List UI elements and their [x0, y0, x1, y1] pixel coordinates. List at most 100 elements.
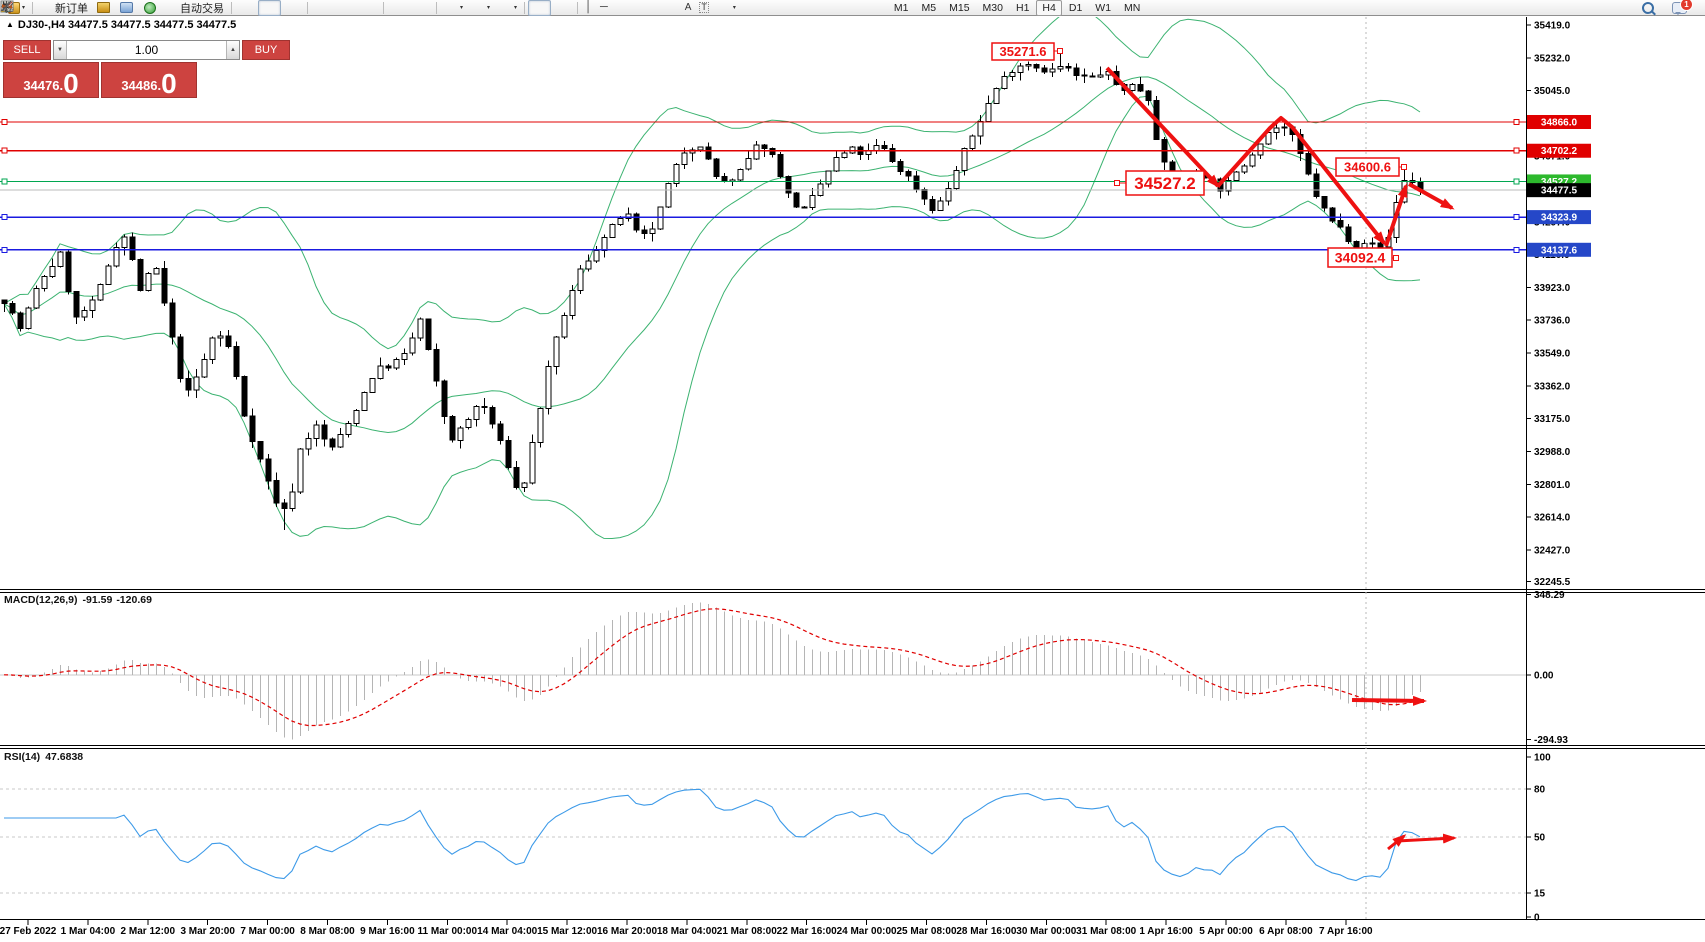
annotation-text: 34527.2 — [1134, 174, 1195, 193]
time-tick-label: 16 Mar 20:00 — [597, 926, 657, 937]
crosshair-tool-button[interactable] — [1, 0, 574, 16]
market-watch-icon[interactable] — [115, 0, 138, 16]
candlestick-chart-type-button[interactable] — [1, 0, 282, 16]
fibonacci-tool-button[interactable]: F — [1, 0, 681, 16]
trend-arrow[interactable] — [1384, 183, 1408, 247]
price-tick-label: 33923.0 — [1534, 283, 1571, 294]
price-tick-label: 32801.0 — [1534, 480, 1571, 491]
trend-arrow[interactable] — [1396, 833, 1457, 844]
symbol-info[interactable]: ▲ DJ30-,H4 34477.5 34477.5 34477.5 34477.… — [6, 19, 236, 31]
volume-increase-button[interactable]: ▲ — [226, 41, 239, 59]
price-annotation-34600.6[interactable]: 34600.6 — [1335, 157, 1407, 177]
candle — [625, 207, 632, 222]
price-tick-label: 35045.0 — [1534, 86, 1571, 97]
rsi-axis-label: 0 — [1534, 913, 1540, 924]
price-tick-label: 32427.0 — [1534, 545, 1571, 556]
candle — [1321, 195, 1328, 212]
trend-arrow[interactable] — [1408, 182, 1455, 210]
timeframe-button-m5[interactable]: M5 — [921, 1, 937, 14]
panel-separators[interactable] — [0, 589, 1705, 920]
candle — [425, 318, 432, 351]
vertical-line-tool-button[interactable]: │ — [585, 1, 592, 13]
time-tick-label: 22 Mar 16:00 — [777, 926, 837, 937]
buy-button[interactable]: BUY — [242, 40, 290, 60]
candle — [817, 179, 824, 197]
hline-34527.2[interactable] — [0, 178, 1526, 185]
candle — [1089, 72, 1096, 78]
bar-chart-type-button[interactable] — [1, 0, 258, 16]
time-tick-label: 3 Mar 20:00 — [180, 926, 235, 937]
timeframe-button-m15[interactable]: M15 — [949, 1, 970, 14]
candle — [553, 335, 560, 375]
macd-indicator — [0, 602, 1526, 740]
candle — [177, 334, 184, 383]
timeframe-button-m1[interactable]: M1 — [893, 1, 909, 14]
hline-34702.2[interactable] — [0, 147, 1526, 154]
line-chart-type-button[interactable] — [0, 0, 304, 16]
candle — [1009, 70, 1016, 81]
strategy-tester-icon[interactable] — [138, 0, 161, 16]
cursor-tool-button[interactable] — [3, 0, 552, 16]
new-order-button[interactable]: 新订单 — [0, 0, 92, 16]
candle — [49, 258, 56, 278]
hline-34137.6[interactable] — [0, 246, 1526, 253]
time-tick-label: 31 Mar 08:00 — [1076, 926, 1136, 937]
candle — [1241, 163, 1248, 175]
periods-clock-button[interactable]: ▾ — [1, 0, 494, 16]
candle — [225, 330, 232, 349]
trend-arrow[interactable] — [1105, 66, 1221, 189]
sell-button[interactable]: SELL — [3, 40, 51, 60]
volume-input[interactable] — [67, 41, 226, 59]
zoom-out-button[interactable] — [1, 0, 357, 16]
timeframe-button-mn[interactable]: MN — [1124, 1, 1141, 14]
candle — [473, 405, 480, 427]
timeframe-button-m30[interactable]: M30 — [982, 1, 1003, 14]
time-tick-label: 14 Mar 04:00 — [477, 926, 537, 937]
search-icon[interactable] — [1638, 0, 1658, 16]
timeframe-button-h1[interactable]: H1 — [1015, 1, 1030, 14]
add-indicator-button[interactable]: ▾ — [0, 0, 467, 16]
candle — [665, 182, 672, 208]
hline-34323.9[interactable] — [0, 214, 1526, 221]
trend-arrow[interactable] — [1216, 116, 1386, 246]
collapse-triangle-icon[interactable]: ▲ — [6, 20, 14, 29]
auto-scroll-button[interactable] — [2, 0, 410, 16]
candle — [785, 175, 792, 198]
channel-tool-button[interactable]: E — [0, 0, 658, 16]
hline-34866.0[interactable] — [0, 119, 1526, 125]
volume-decrease-button[interactable]: ▼ — [54, 41, 67, 59]
templates-button[interactable]: ▾ — [0, 0, 521, 16]
trend-arrow[interactable] — [1387, 834, 1407, 851]
chart-shift-button[interactable] — [2, 0, 433, 16]
buy-price-panel[interactable]: 34486. 0 — [101, 62, 197, 98]
sell-price-panel[interactable]: 34476. 0 — [3, 62, 99, 98]
timeframe-button-d1[interactable]: D1 — [1068, 1, 1083, 14]
profile-icon[interactable] — [92, 0, 115, 16]
horizontal-line-tool-button[interactable]: ─ — [599, 1, 608, 13]
tile-windows-button[interactable] — [1, 0, 380, 16]
svg-text:E: E — [9, 8, 13, 13]
autotrading-button[interactable]: 自动交易 — [0, 0, 228, 16]
text-label-tool-button[interactable]: T — [699, 2, 709, 13]
candle — [41, 275, 48, 292]
candle — [441, 379, 448, 424]
text-tool-button[interactable]: A — [684, 1, 692, 13]
trend-arrow[interactable] — [1351, 695, 1427, 706]
candle — [937, 197, 944, 211]
separator — [231, 1, 233, 14]
timeframe-button-w1[interactable]: W1 — [1095, 1, 1112, 14]
candle — [137, 258, 144, 292]
timeframe-button-h4[interactable]: H4 — [1036, 0, 1062, 16]
arrows-tool-button[interactable]: ▾ — [2, 0, 740, 16]
zoom-in-button[interactable] — [1, 0, 334, 16]
chat-icon[interactable]: 1 — [1668, 0, 1693, 16]
price-annotation-34527.2[interactable]: 34527.2 — [1114, 170, 1205, 196]
rsi-label: RSI(14) 47.6838 — [4, 751, 83, 763]
candle — [833, 151, 840, 172]
trendline-tool-button[interactable] — [1, 0, 635, 16]
price-annotation-34092.4[interactable]: 34092.4 — [1327, 247, 1399, 268]
price-tick-label: 35232.0 — [1534, 53, 1571, 64]
price-annotation-35271.6[interactable]: 35271.6 — [991, 42, 1063, 61]
